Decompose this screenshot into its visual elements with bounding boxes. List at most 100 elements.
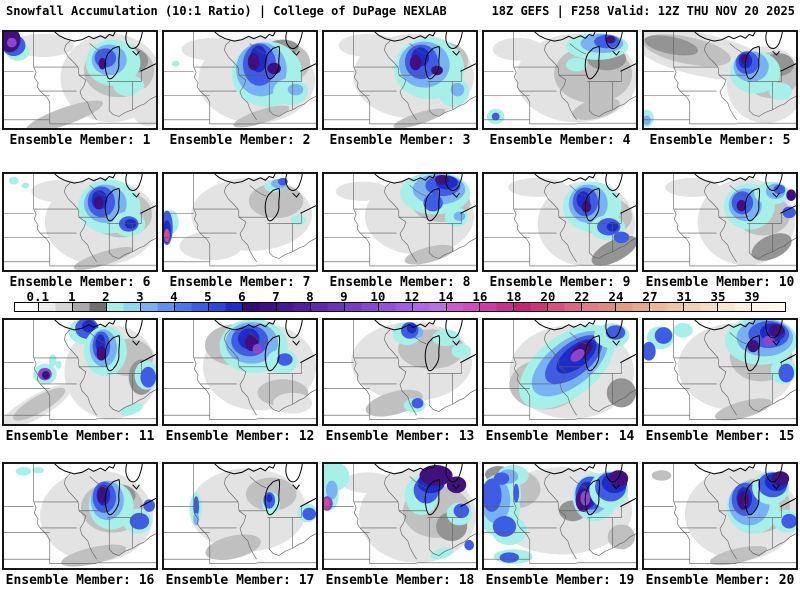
state-border: [268, 373, 293, 412]
state-border: [409, 476, 427, 489]
ensemble-member-label: Ensemble Member: 2: [169, 133, 311, 148]
state-border: [193, 357, 201, 385]
map-panel[interactable]: [642, 462, 798, 570]
lake-outline: [460, 63, 476, 72]
colorbar-tick-label: 3: [136, 289, 144, 304]
lake-outline: [534, 320, 596, 331]
colorbar: 0.1 1 2 3 4 5 6 7 8 9 10 12 14 16 18 20 22 24 27 31 35 39: [14, 289, 786, 312]
ensemble-panel: Ensemble Member: 18: [322, 462, 478, 588]
state-border: [199, 527, 211, 564]
state-border: [397, 67, 417, 120]
map-panel[interactable]: [482, 318, 638, 426]
state-border: [108, 373, 133, 412]
colorbar-cell: [479, 303, 514, 311]
snowfall-contour: [786, 189, 796, 201]
lake-outline: [460, 497, 476, 508]
lake-outline: [214, 32, 276, 42]
map-panel[interactable]: [2, 172, 158, 272]
state-border: [612, 238, 636, 253]
state-border: [268, 517, 293, 556]
colorbar-cell: [411, 303, 446, 311]
map-panel[interactable]: [322, 172, 478, 272]
state-border: [772, 389, 796, 405]
map-panel[interactable]: [162, 30, 318, 130]
map-panel[interactable]: [322, 30, 478, 130]
snowfall-contour: [464, 539, 475, 551]
state-border: [673, 208, 681, 234]
state-border: [64, 473, 79, 503]
lake-outline: [780, 353, 796, 364]
lake-outline: [445, 464, 463, 483]
state-border: [33, 501, 41, 529]
panel-row: Ensemble Member: 6 Ensemble Member: 7 Ense…: [2, 172, 798, 290]
colorbar-tick-label: 1: [68, 289, 76, 304]
snowfall-contour: [419, 465, 453, 486]
snowfall-contour: [492, 516, 517, 537]
state-border: [673, 357, 681, 385]
snowfall-contour: [81, 320, 96, 333]
ensemble-panel: Ensemble Member: 9: [482, 172, 638, 290]
colorbar-cell: [513, 303, 548, 311]
snowfall-contour: [613, 231, 630, 244]
map-panel[interactable]: [642, 318, 798, 426]
state-border: [729, 332, 747, 345]
lake-outline: [612, 484, 620, 490]
lake-outline: [292, 50, 300, 56]
state-border: [64, 40, 79, 68]
map-panel[interactable]: [482, 172, 638, 272]
lake-outline: [300, 497, 316, 508]
ensemble-panel: Ensemble Member: 19: [482, 462, 638, 588]
ensemble-member-label: Ensemble Member: 8: [329, 275, 471, 290]
state-border: [772, 96, 796, 111]
colorbar-tick-label: 35: [710, 289, 726, 304]
snowfall-contour: [342, 472, 394, 494]
ensemble-member-label: Ensemble Member: 6: [9, 275, 151, 290]
map-panel[interactable]: [162, 172, 318, 272]
map-panel[interactable]: [642, 30, 798, 130]
lake-outline: [214, 320, 276, 331]
lake-outline: [452, 50, 460, 56]
lake-outline: [140, 63, 156, 72]
lake-outline: [374, 32, 436, 42]
lake-outline: [125, 464, 143, 483]
lake-outline: [300, 353, 316, 364]
lake-outline: [694, 320, 756, 331]
map-panel[interactable]: [642, 172, 798, 272]
snowfall-contour: [409, 55, 422, 71]
snowfall-contour: [606, 378, 636, 408]
state-border: [224, 329, 239, 359]
lake-outline: [264, 45, 281, 80]
map-panel[interactable]: [482, 30, 638, 130]
lake-outline: [264, 478, 281, 516]
state-border: [224, 473, 239, 503]
snowfall-contour: [55, 360, 62, 369]
lake-outline: [445, 32, 463, 49]
colorbar-tick-label: 31: [676, 289, 692, 304]
map-panel[interactable]: [162, 318, 318, 426]
state-border: [89, 43, 107, 55]
map-panel[interactable]: [2, 30, 158, 130]
snowfall-contour: [31, 179, 94, 203]
snowfall-contour: [768, 82, 793, 101]
state-border: [748, 517, 773, 556]
state-border: [557, 67, 577, 120]
colorbar-tick-label: 8: [306, 289, 314, 304]
map-panel[interactable]: [322, 462, 478, 570]
state-border: [33, 66, 41, 92]
snowfall-contour: [492, 37, 544, 61]
map-panel[interactable]: [2, 318, 158, 426]
panel-row: Ensemble Member: 1 Ensemble Member: 2 Ense…: [2, 30, 798, 148]
colorbar-cell: [173, 303, 208, 311]
map-panel[interactable]: [162, 462, 318, 570]
map-panel[interactable]: [2, 462, 158, 570]
map-panel[interactable]: [482, 462, 638, 570]
state-border: [77, 209, 97, 262]
colorbar-tick-label: 2: [102, 289, 110, 304]
state-border: [193, 66, 201, 92]
state-border: [359, 90, 371, 124]
state-border: [428, 223, 453, 259]
state-border: [268, 223, 293, 259]
snowfall-contour: [605, 35, 616, 44]
map-panel[interactable]: [322, 318, 478, 426]
